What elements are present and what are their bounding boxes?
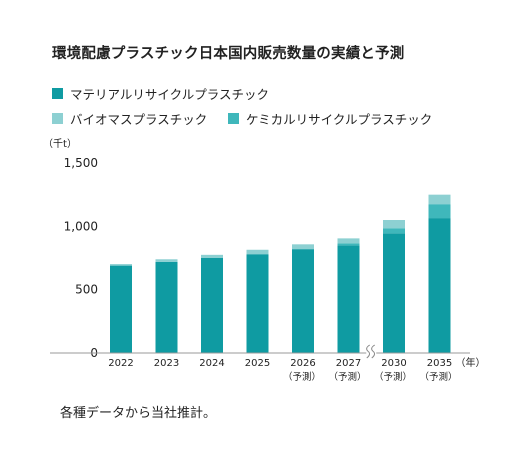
chart-title: 環境配慮プラスチック日本国内販売数量の実績と予測: [52, 46, 405, 62]
x-tick-label-2024: 2024: [199, 358, 224, 369]
bar-segment-biomass-2025: [246, 249, 269, 255]
bar-segment-chemical-2030: [383, 228, 405, 234]
bar-segment-biomass-2027: [337, 238, 360, 244]
legend-swatch-material: [52, 88, 63, 99]
x-tick-label-2035: 2035: [427, 358, 452, 369]
legend-chemical: ケミカルリサイクルプラスチック: [228, 109, 432, 128]
legend-label-biomass: バイオマスプラスチック: [70, 112, 208, 127]
y-tick-label: 1,000: [64, 219, 98, 233]
bar-segment-biomass-2024: [201, 254, 223, 258]
footnote: 各種データから当社推計。: [60, 406, 217, 421]
legend-material: マテリアルリサイクルプラスチック: [52, 84, 269, 103]
bar-segment-material-2025: [246, 254, 269, 353]
x-tick-label-2030: 2030: [381, 358, 406, 369]
axis-break-gap: [366, 349, 377, 357]
bar-segment-chemical-2027: [337, 243, 360, 246]
bar-segment-biomass-2026: [292, 244, 314, 250]
forecast-label-2030: （予測）: [374, 371, 412, 383]
x-unit-label: （年）: [456, 356, 486, 369]
x-tick-label-2023: 2023: [154, 358, 179, 369]
legend-label-chemical: ケミカルリサイクルプラスチック: [246, 112, 433, 127]
bar-segment-material-2035: [428, 218, 451, 353]
bar-segment-material-2023: [155, 261, 178, 353]
legend-swatch-biomass: [52, 113, 63, 124]
bar-segment-biomass-2030: [383, 220, 405, 229]
x-tick-label-2022: 2022: [108, 358, 133, 369]
bar-segment-chemical-2035: [428, 204, 451, 219]
axis-break-mark-0: [366, 344, 371, 359]
bar-segment-material-2027: [337, 245, 360, 353]
forecast-label-2035: （予測）: [419, 371, 457, 383]
bar-segment-biomass-2035: [428, 194, 451, 205]
x-tick-label-2027: 2027: [336, 358, 361, 369]
bar-segment-material-2026: [292, 249, 314, 353]
axis-break-mark-1: [371, 344, 376, 359]
forecast-label-2027: （予測）: [328, 371, 366, 383]
legend-label-material: マテリアルリサイクルプラスチック: [70, 87, 270, 102]
legend-swatch-chemical: [228, 113, 239, 124]
y-tick-label: 1,500: [64, 156, 98, 170]
y-unit-label: （千t）: [43, 138, 77, 150]
bar-segment-material-2030: [383, 233, 405, 353]
y-tick-label: 500: [75, 283, 98, 297]
x-tick-label-2025: 2025: [245, 358, 270, 369]
x-tick-label-2026: 2026: [290, 358, 315, 369]
bar-segment-biomass-2022: [110, 264, 132, 266]
bar-segment-material-2024: [201, 258, 223, 353]
bar-segment-material-2022: [110, 265, 132, 353]
forecast-label-2026: （予測）: [283, 371, 321, 383]
bar-segment-biomass-2023: [155, 259, 178, 262]
legend-biomass: バイオマスプラスチック: [52, 109, 207, 128]
